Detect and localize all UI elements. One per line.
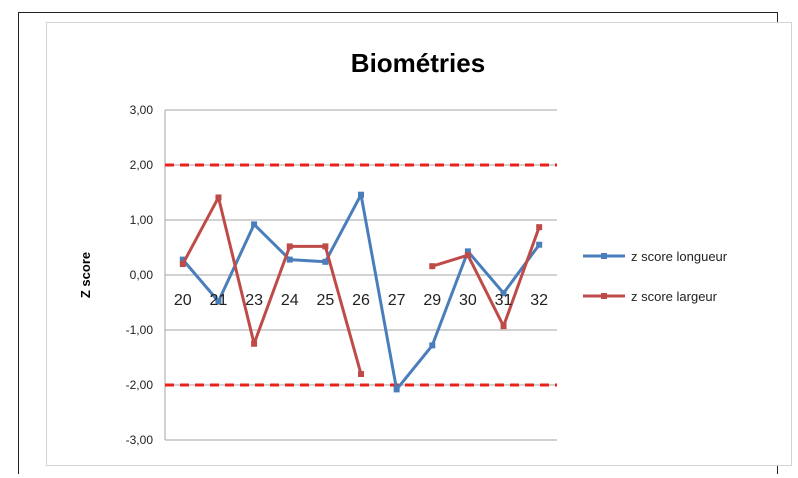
data-point [429, 263, 436, 270]
data-point [179, 261, 186, 267]
series-line [431, 226, 541, 328]
data-point [322, 243, 329, 250]
x-tick-labels: 20 21 23 24 25 26 27 29 30 31 32 [174, 292, 548, 309]
series-line [181, 195, 363, 375]
chart-area [46, 22, 792, 466]
y-tick-label: -1,00 [126, 323, 154, 337]
x-tick-label: 30 [459, 292, 477, 309]
chart-title: Biométries [351, 48, 485, 78]
x-tick-label: 29 [423, 292, 441, 309]
y-tick-labels: 3,00 2,00 1,00 0,00 -1,00 -2,00 -3,00 [126, 103, 154, 447]
data-point [322, 258, 329, 265]
legend-swatch-marker [601, 293, 607, 299]
x-tick-label: 27 [388, 292, 406, 309]
series-lines [179, 191, 543, 393]
data-point [251, 221, 258, 228]
data-point [215, 298, 222, 305]
y-tick-label: 3,00 [130, 103, 154, 117]
data-point [286, 243, 293, 250]
legend-label: z score largeur [631, 289, 718, 304]
reference-lines [165, 163, 557, 387]
legend: z score longueur z score largeur [583, 249, 728, 304]
data-point [358, 371, 364, 377]
legend-label: z score longueur [631, 249, 728, 264]
y-tick-label: 1,00 [130, 213, 154, 227]
x-tick-label: 24 [281, 292, 299, 309]
x-tick-label: 31 [495, 292, 513, 309]
data-point [286, 256, 293, 263]
data-point [215, 194, 222, 201]
data-point [536, 224, 543, 231]
gridlines [164, 109, 557, 441]
data-point [251, 340, 258, 347]
x-tick-label: 21 [210, 292, 228, 309]
data-point [393, 386, 400, 393]
data-point [500, 323, 507, 330]
y-tick-label: 2,00 [130, 158, 154, 172]
y-axis-label: Z score [78, 252, 93, 298]
y-tick-label: -2,00 [126, 378, 154, 392]
data-point [429, 342, 436, 349]
data-point [179, 256, 186, 263]
x-tick-label: 32 [530, 292, 548, 309]
x-tick-label: 20 [174, 292, 192, 309]
x-tick-label: 23 [245, 292, 263, 309]
legend-swatch-marker [601, 253, 607, 259]
data-point [464, 252, 471, 259]
y-tick-label: -3,00 [126, 433, 154, 447]
data-point [464, 248, 471, 255]
x-tick-label: 25 [316, 292, 334, 309]
series-2 [179, 194, 543, 377]
data-point [500, 290, 507, 297]
y-tick-label: 0,00 [130, 268, 154, 282]
data-point [358, 191, 364, 198]
legend-item: z score largeur [583, 289, 718, 304]
data-point [536, 241, 543, 248]
x-tick-label: 26 [352, 292, 370, 309]
legend-item: z score longueur [583, 249, 728, 264]
series-1 [179, 191, 543, 393]
